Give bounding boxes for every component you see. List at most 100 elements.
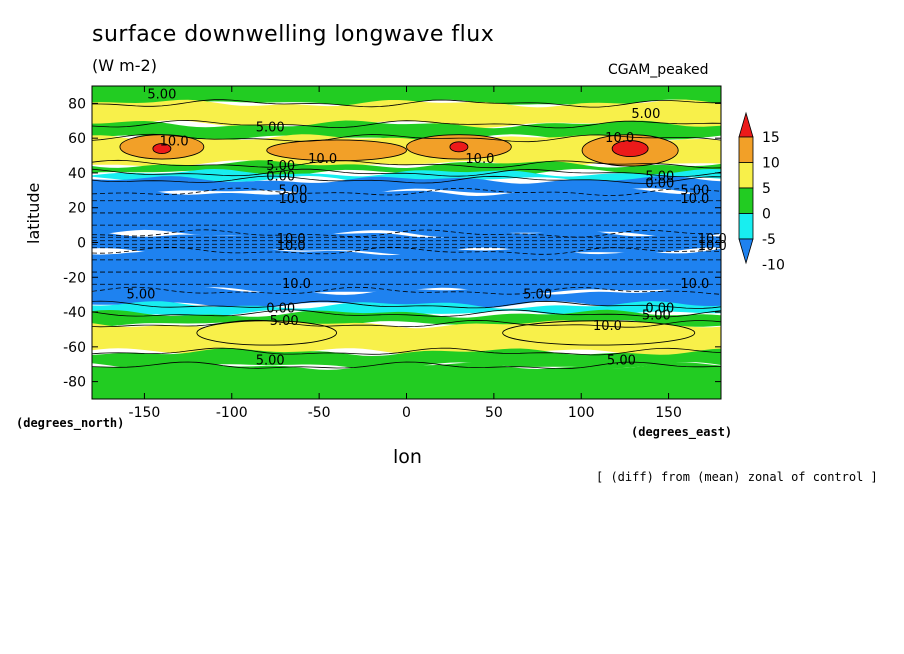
contour-line [92, 286, 721, 295]
contour-label: 5.00 [256, 354, 285, 369]
contour-label: 10.0 [698, 239, 727, 254]
contour-line [92, 187, 721, 196]
lat-band [92, 301, 721, 318]
contour-label: 5.00 [126, 288, 155, 303]
y-axis-ticks: 80 60 40 20 0 -20 -40 -60 -80 [63, 96, 721, 391]
filled-contours [92, 86, 721, 399]
lat-band [92, 287, 721, 310]
colorbar-label: 0 [762, 207, 771, 223]
contour-label: 10.0 [698, 232, 727, 247]
contour-label: 10.0 [278, 192, 307, 207]
y-tick-label: -40 [63, 305, 86, 321]
footnote: [ (diff) from (mean) zonal of control ] [596, 470, 878, 484]
contour-label: 10.0 [465, 152, 494, 167]
x-tick-label: -100 [216, 405, 248, 421]
contour-line [92, 300, 721, 309]
lat-band [92, 362, 721, 399]
colorbar-label: 15 [762, 130, 780, 146]
contour-label: 0.00 [645, 302, 674, 317]
colorbar-arrow-bottom [738, 238, 754, 265]
peak-region [611, 140, 649, 158]
contour-label: 5.00 [523, 288, 552, 303]
peak-region [449, 141, 469, 153]
x-tick-label: 150 [655, 405, 682, 421]
x-tick-label: 0 [402, 405, 411, 421]
contour-line [92, 229, 721, 238]
contour-label: 5.00 [270, 314, 299, 329]
colorbar-label: -10 [762, 258, 785, 274]
x-tick-label: -150 [129, 405, 161, 421]
contour-line [92, 175, 721, 184]
contour-label: 5.00 [645, 169, 674, 184]
contour-label: 5.00 [256, 121, 285, 136]
contour-label: 10.0 [593, 319, 622, 334]
contour-line [92, 133, 721, 143]
x-axis-ticks: -150 -100 -50 0 50 100 150 [129, 86, 682, 421]
y-tick-label: 20 [68, 201, 86, 217]
y-tick-label: 40 [68, 166, 86, 182]
lat-band [92, 247, 721, 295]
contour-label: 5.00 [147, 88, 176, 103]
colorbar-label: -5 [762, 232, 776, 248]
y-tick-label: 60 [68, 131, 86, 147]
contour-lines [92, 99, 721, 370]
contour-label: 0.00 [266, 302, 295, 317]
contour-label: 5.00 [278, 183, 307, 198]
peak-region [152, 143, 172, 155]
contour-label: 5.00 [680, 183, 709, 198]
lat-band [92, 175, 721, 196]
contour-label: 5.00 [266, 159, 295, 174]
contour-label: 10.0 [160, 135, 189, 150]
contour-label: 10.0 [680, 192, 709, 207]
x-tick-label: 100 [568, 405, 595, 421]
colorbar-segment [738, 213, 754, 240]
maximum-region [196, 320, 338, 346]
model-label: CGAM_peaked [608, 62, 709, 78]
lat-band [92, 99, 721, 128]
contour-label: 10.0 [680, 277, 709, 292]
contour-line [92, 319, 721, 328]
contour-line [92, 361, 721, 370]
colorbar-label: 10 [762, 156, 780, 172]
colorbar-arrow-top [738, 111, 754, 138]
colorbar-segment [738, 162, 754, 189]
contour-line [92, 168, 721, 178]
contour-label: 10.0 [277, 239, 306, 254]
contour-label: 5.00 [642, 309, 671, 324]
contour-label: 5.00 [631, 107, 660, 122]
y-tick-label: -60 [63, 340, 86, 356]
contour-label: 5.00 [607, 354, 636, 369]
contour-line [92, 119, 721, 129]
x-tick-label: 50 [485, 405, 503, 421]
x-axis-units: (degrees_east) [631, 425, 733, 439]
colorbar-segment [738, 136, 754, 163]
contour-label: 10.0 [308, 152, 337, 167]
chart-units: (W m-2) [92, 56, 157, 75]
maximum-region [502, 320, 696, 346]
y-tick-label: 80 [68, 96, 86, 112]
contour-label: 10.0 [282, 277, 311, 292]
x-tick-label: -50 [308, 405, 331, 421]
colorbar: 15 10 5 0 -5 -10 [738, 111, 785, 274]
contour-line [92, 159, 721, 169]
lat-band [92, 230, 721, 256]
contour-label: 0.00 [266, 169, 295, 184]
y-tick-label: -80 [63, 375, 86, 391]
contour-line [92, 309, 721, 318]
contour-label: 0.00 [645, 176, 674, 191]
lat-band [92, 169, 721, 184]
contour-label: 10.0 [605, 131, 634, 146]
contour-line [92, 99, 721, 108]
colorbar-segment [738, 187, 754, 214]
x-axis-label: lon [393, 446, 422, 468]
y-axis-units: (degrees_north) [16, 416, 125, 430]
contour-line [92, 347, 721, 356]
chart-title: surface downwelling longwave flux [92, 22, 495, 47]
colorbar-label: 5 [762, 181, 771, 197]
y-tick-label: 0 [77, 236, 86, 252]
y-tick-label: -20 [63, 270, 86, 286]
lat-band [92, 348, 721, 370]
contour-label: 10.0 [277, 232, 306, 247]
